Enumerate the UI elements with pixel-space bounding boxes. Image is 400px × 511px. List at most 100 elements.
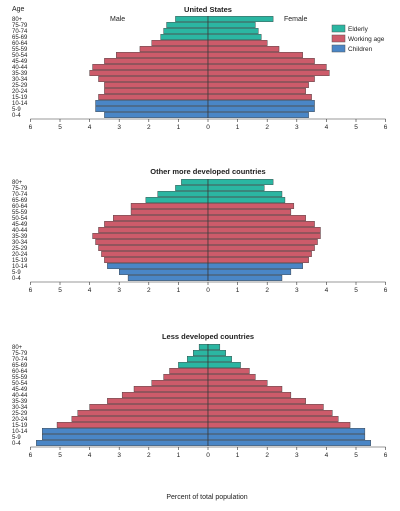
bar-male-50-54 (113, 215, 209, 221)
bar-female-75-79 (207, 185, 265, 191)
age-tick-label: 0-4 (12, 276, 21, 282)
x-tick-label: 5 (354, 452, 358, 459)
bar-male-35-39 (107, 398, 209, 404)
age-tick-label: 45-49 (12, 59, 28, 65)
bar-male-10-14 (107, 263, 209, 269)
pyramid-panels: United States80+75-7970-7465-6960-6455-5… (12, 5, 388, 459)
bar-female-65-69 (207, 197, 286, 203)
bar-female-45-49 (207, 221, 315, 227)
bar-female-75-79 (207, 22, 256, 28)
bar-male-25-29 (104, 82, 209, 88)
age-tick-label: 80+ (12, 17, 23, 23)
bar-male-30-34 (98, 76, 209, 82)
x-tick-label: 1 (177, 452, 181, 459)
age-tick-label: 15-19 (12, 258, 28, 264)
x-tick-label: 3 (295, 124, 299, 131)
bar-male-55-59 (139, 46, 209, 52)
x-tick-label: 2 (265, 287, 269, 294)
bar-male-25-29 (77, 410, 209, 416)
bar-male-70-74 (187, 356, 209, 362)
bar-male-0-4 (36, 440, 209, 446)
bar-female-60-64 (207, 368, 250, 374)
bar-female-25-29 (207, 410, 333, 416)
bar-female-50-54 (207, 380, 268, 386)
bar-male-20-24 (71, 416, 209, 422)
bar-male-0-4 (127, 275, 209, 281)
age-tick-label: 55-59 (12, 375, 28, 381)
bar-female-15-19 (207, 94, 312, 100)
bar-female-55-59 (207, 46, 280, 52)
x-tick-label: 5 (58, 452, 62, 459)
age-tick-label: 75-79 (12, 23, 28, 29)
bar-male-65-69 (178, 362, 209, 368)
bar-male-60-64 (151, 40, 209, 46)
panel-title: United States (184, 5, 232, 14)
bar-male-15-19 (56, 422, 209, 428)
bar-male-5-9 (95, 106, 209, 112)
bar-female-20-24 (207, 251, 312, 257)
bar-female-50-54 (207, 52, 303, 58)
bar-male-20-24 (104, 88, 209, 94)
bar-male-60-64 (169, 368, 209, 374)
age-tick-label: 60-64 (12, 369, 28, 375)
x-tick-label: 5 (58, 124, 62, 131)
bar-female-70-74 (207, 28, 259, 34)
bar-male-75-79 (166, 22, 209, 28)
legend-swatch-children (331, 44, 346, 53)
x-tick-label: 4 (88, 287, 92, 294)
x-tick-label: 6 (29, 287, 33, 294)
age-tick-label: 70-74 (12, 357, 28, 363)
bar-female-10-14 (207, 263, 303, 269)
bar-female-20-24 (207, 88, 306, 94)
x-axis-label: Percent of total population (166, 494, 247, 501)
age-tick-label: 60-64 (12, 41, 28, 47)
bar-male-30-34 (89, 404, 209, 410)
bar-male-70-74 (157, 191, 209, 197)
age-tick-label: 35-39 (12, 234, 28, 240)
age-tick-label: 65-69 (12, 198, 28, 204)
age-tick-label: 80+ (12, 180, 23, 186)
bar-male-30-34 (95, 239, 209, 245)
bar-female-45-49 (207, 58, 315, 64)
age-tick-label: 65-69 (12, 363, 28, 369)
x-tick-label: 4 (88, 124, 92, 131)
age-tick-label: 40-44 (12, 393, 28, 399)
age-tick-label: 25-29 (12, 246, 28, 252)
bar-female-55-59 (207, 209, 292, 215)
age-tick-label: 5-9 (12, 107, 21, 113)
bar-female-45-49 (207, 386, 283, 392)
bar-male-10-14 (42, 428, 209, 434)
bar-female-15-19 (207, 422, 351, 428)
x-tick-label: 3 (295, 287, 299, 294)
bar-male-40-44 (121, 392, 209, 398)
x-tick-label: 0 (206, 124, 210, 131)
bar-male-0-4 (104, 112, 209, 118)
legend-swatch-elderly (331, 24, 346, 33)
female-header: Female (284, 16, 307, 23)
age-tick-label: 25-29 (12, 83, 28, 89)
age-header: Age (12, 6, 25, 13)
bar-female-75-79 (207, 350, 226, 356)
legend: Elderly Working age Children (331, 24, 385, 53)
bar-male-65-69 (160, 34, 209, 40)
bar-female-35-39 (207, 233, 321, 239)
bar-male-50-54 (151, 380, 209, 386)
bar-female-5-9 (207, 269, 292, 275)
legend-label-children: Children (348, 46, 373, 53)
x-tick-label: 0 (206, 452, 210, 459)
x-tick-label: 1 (177, 124, 181, 131)
x-tick-label: 4 (325, 124, 329, 131)
x-tick-label: 6 (29, 452, 33, 459)
bar-male-80+ (198, 344, 209, 350)
x-tick-label: 6 (384, 287, 388, 294)
x-tick-label: 3 (117, 287, 121, 294)
x-tick-label: 3 (295, 452, 299, 459)
bar-male-45-49 (133, 386, 209, 392)
bar-male-20-24 (101, 251, 209, 257)
x-tick-label: 2 (147, 287, 151, 294)
age-tick-label: 45-49 (12, 387, 28, 393)
panel-title: Less developed countries (162, 332, 254, 341)
x-tick-label: 1 (236, 124, 240, 131)
bar-female-30-34 (207, 76, 315, 82)
